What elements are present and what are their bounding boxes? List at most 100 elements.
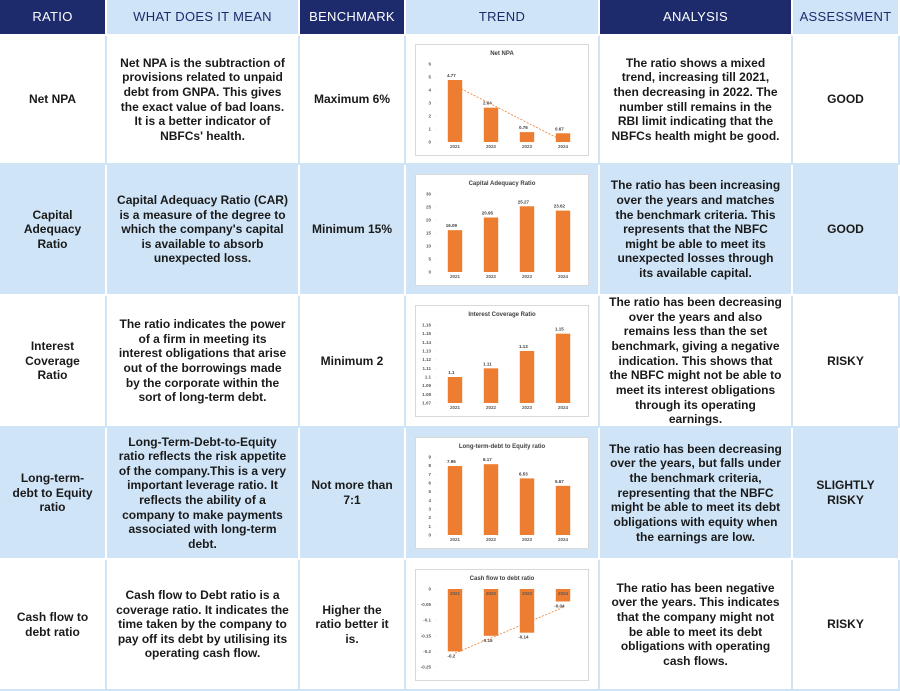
chart-title: Interest Coverage Ratio (468, 312, 536, 318)
y-tick-label: -0.2 (423, 648, 431, 653)
y-tick-label: 1.14 (422, 340, 431, 345)
chart-title: Net NPA (490, 51, 514, 57)
y-tick-label: 1.15 (422, 331, 431, 336)
data-label: 16.09 (446, 223, 458, 228)
meaning-cell: Net NPA is the subtraction of provisions… (107, 36, 300, 165)
analysis-cell: The ratio has been decreasing over the y… (600, 295, 793, 428)
x-tick-label: 2024 (558, 274, 569, 279)
y-tick-label: 1.08 (422, 392, 431, 397)
x-tick-label: 2022 (486, 591, 497, 596)
data-label: 8.17 (483, 457, 492, 462)
data-label: 1.1 (448, 370, 455, 375)
bar (555, 333, 571, 403)
data-label: 4.77 (447, 72, 456, 77)
assessment-cell: RISKY (793, 560, 900, 691)
trend-cell: Long-term-debt to Equity ratio 0 1 2 3 4 5 6 7 8 9… (406, 428, 600, 560)
ratio-cell: Interest Coverage Ratio (0, 296, 107, 428)
x-tick-label: 2022 (486, 537, 497, 542)
y-tick-label: 1 (428, 524, 431, 529)
data-label: 1.15 (555, 327, 564, 332)
trend-cell: Interest Coverage Ratio 1.07 1.08 1.09 1.1 1.… (406, 296, 600, 428)
data-label: 0.67 (555, 126, 564, 131)
benchmark-cell: Not more than 7:1 (300, 428, 406, 560)
x-tick-label: 2022 (486, 274, 497, 279)
y-tick-label: 1.16 (422, 323, 431, 328)
mini-chart: Capital Adequacy Ratio 0 5 10 15 20 25 30 2021 16… (415, 173, 589, 286)
y-tick-label: 1.09 (422, 383, 431, 388)
bar (447, 377, 463, 403)
y-tick-label: 1.1 (425, 375, 432, 380)
y-tick-label: 1.13 (422, 349, 431, 354)
data-label: -0.14 (518, 634, 529, 639)
data-label: 5.67 (555, 479, 564, 484)
bar (519, 205, 535, 272)
y-tick-label: 1 (428, 126, 431, 131)
data-label: 20.95 (482, 210, 494, 215)
y-tick-label: 6 (428, 481, 431, 486)
chart-title: Cash flow to debt ratio (470, 576, 535, 582)
y-tick-label: 3 (428, 100, 431, 105)
benchmark-cell: Minimum 15% (300, 165, 406, 296)
assessment-cell: RISKY (793, 296, 900, 428)
trend-cell: Net NPA 0 1 2 3 4 5 6 2021 4.77 2022 2.64 2023 0.76 20… (406, 36, 600, 165)
x-tick-label: 2024 (558, 537, 569, 542)
benchmark-cell: Higher the ratio better it is. (300, 560, 406, 691)
data-label: 1.11 (483, 361, 492, 366)
y-tick-label: 1.07 (422, 401, 431, 406)
y-tick-label: 15 (426, 230, 432, 235)
data-label: -0.04 (554, 603, 565, 608)
assessment-cell: SLIGHTLY RISKY (793, 428, 900, 560)
y-tick-label: 9 (428, 455, 431, 460)
header-cell: ASSESSMENT (793, 0, 900, 36)
x-tick-label: 2021 (450, 274, 461, 279)
assessment-cell: GOOD (793, 36, 900, 165)
data-label: 0.76 (519, 125, 528, 130)
y-tick-label: 20 (426, 217, 432, 222)
header-cell: RATIO (0, 0, 107, 36)
bar (483, 368, 499, 403)
x-tick-label: 2021 (450, 405, 461, 410)
meaning-cell: The ratio indicates the power of a firm … (107, 296, 300, 428)
y-tick-label: 0 (428, 269, 431, 274)
ratio-cell: Net NPA (0, 36, 107, 165)
x-tick-label: 2022 (486, 405, 497, 410)
data-label: 23.62 (554, 203, 566, 208)
y-tick-label: 5 (428, 74, 431, 79)
chart-frame (415, 568, 589, 681)
analysis-cell: The ratio has been negative over the yea… (600, 560, 793, 691)
meaning-cell: Capital Adequacy Ratio (CAR) is a measur… (107, 165, 300, 296)
y-tick-label: 4 (428, 498, 431, 503)
bar (519, 351, 535, 403)
x-tick-label: 2023 (522, 274, 533, 279)
bar (447, 466, 463, 535)
bar (555, 485, 571, 535)
x-tick-label: 2023 (522, 405, 533, 410)
header-cell: ANALYSIS (600, 0, 793, 36)
bar (555, 210, 571, 272)
data-label: 2.64 (483, 100, 492, 105)
header-cell: WHAT DOES IT MEAN (107, 0, 300, 36)
y-tick-label: 7 (428, 472, 431, 477)
y-tick-label: 5 (428, 489, 431, 494)
x-tick-label: 2021 (450, 537, 461, 542)
x-tick-label: 2024 (558, 591, 569, 596)
ratio-cell: Long-term-debt to Equity ratio (0, 428, 107, 560)
mini-chart: Cash flow to debt ratio -0.25 -0.2 -0.15 -0.… (415, 568, 589, 681)
y-tick-label: 10 (426, 243, 432, 248)
y-tick-label: 30 (426, 191, 432, 196)
y-tick-label: -0.05 (421, 602, 432, 607)
ratio-cell: Cash flow to debt ratio (0, 560, 107, 691)
bar (483, 217, 499, 272)
y-tick-label: 8 (428, 463, 431, 468)
meaning-cell: Cash flow to Debt ratio is a coverage ra… (107, 560, 300, 691)
y-tick-label: 6 (428, 61, 431, 66)
bar (555, 132, 571, 142)
meaning-cell: Long-Term-Debt-to-Equity ratio reflects … (107, 428, 300, 560)
y-tick-label: 1.11 (422, 366, 431, 371)
x-tick-label: 2023 (522, 537, 533, 542)
y-tick-label: -0.15 (421, 633, 432, 638)
trend-cell: Capital Adequacy Ratio 0 5 10 15 20 25 30 2021 16… (406, 165, 600, 296)
y-tick-label: 5 (428, 256, 431, 261)
y-tick-label: 3 (428, 507, 431, 512)
mini-chart: Long-term-debt to Equity ratio 0 1 2 3 4 5 6 7 8 9… (415, 437, 589, 549)
